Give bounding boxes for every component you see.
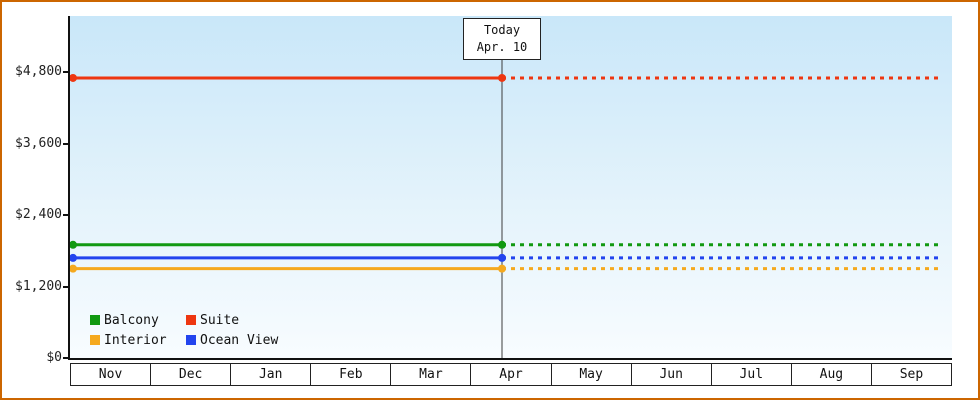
series-marker-balcony — [70, 240, 77, 249]
series-marker-interior — [70, 264, 77, 273]
y-axis-line — [68, 16, 70, 360]
legend-item-ocean-view: Ocean View — [186, 333, 282, 348]
series-marker-balcony — [498, 240, 506, 249]
legend: Balcony Suite Interior Ocean View — [90, 310, 282, 350]
x-axis-cell-aug: Aug — [790, 363, 872, 386]
y-axis-label: $3,600 — [15, 135, 62, 151]
x-axis: Nov Dec Jan Feb Mar Apr May Jun Jul Aug Sep — [70, 363, 953, 386]
x-axis-cell-mar: Mar — [390, 363, 472, 386]
y-axis-tick — [63, 214, 68, 216]
x-axis-line — [68, 358, 952, 360]
x-axis-cell-may: May — [550, 363, 632, 386]
series-marker-suite — [70, 73, 77, 82]
series-marker-ocean-view — [498, 253, 506, 262]
plot-area — [70, 16, 952, 358]
x-axis-cell-jan: Jan — [230, 363, 312, 386]
y-axis-tick — [63, 71, 68, 73]
y-axis-tick — [63, 357, 68, 359]
legend-swatch-ocean-view — [186, 335, 196, 345]
legend-item-interior: Interior — [90, 333, 186, 348]
x-axis-cell-jul: Jul — [710, 363, 792, 386]
series-marker-suite — [498, 73, 506, 82]
legend-label: Suite — [200, 312, 240, 328]
series-plot — [70, 18, 938, 358]
today-annotation-date: Apr. 10 — [476, 40, 528, 54]
series-marker-ocean-view — [70, 253, 77, 262]
legend-swatch-interior — [90, 335, 100, 345]
legend-swatch-suite — [186, 315, 196, 325]
legend-label: Interior — [104, 332, 167, 348]
legend-item-balcony: Balcony — [90, 313, 186, 328]
x-axis-cell-sep: Sep — [870, 363, 953, 386]
x-axis-cell-feb: Feb — [310, 363, 392, 386]
x-axis-cell-apr: Apr — [470, 363, 552, 386]
legend-swatch-balcony — [90, 315, 100, 325]
y-axis-tick — [63, 142, 68, 145]
y-axis-label: $1,200 — [15, 278, 62, 294]
x-axis-cell-jun: Jun — [630, 363, 712, 386]
y-axis-label: $0 — [46, 350, 62, 365]
today-annotation-title: Today — [483, 23, 521, 37]
y-axis-label: $4,800 — [15, 64, 62, 79]
legend-item-suite: Suite — [186, 313, 282, 328]
legend-row: Interior Ocean View — [90, 330, 282, 350]
x-axis-cell-dec: Dec — [150, 363, 232, 386]
legend-row: Balcony Suite — [90, 310, 282, 330]
legend-label: Ocean View — [200, 332, 279, 348]
y-axis-tick — [63, 285, 68, 288]
today-annotation: Today Apr. 10 — [463, 18, 541, 60]
x-axis-cell-nov: Nov — [70, 363, 152, 386]
legend-label: Balcony — [104, 312, 159, 328]
series-marker-interior — [498, 264, 506, 273]
y-axis-label: $2,400 — [15, 207, 62, 222]
